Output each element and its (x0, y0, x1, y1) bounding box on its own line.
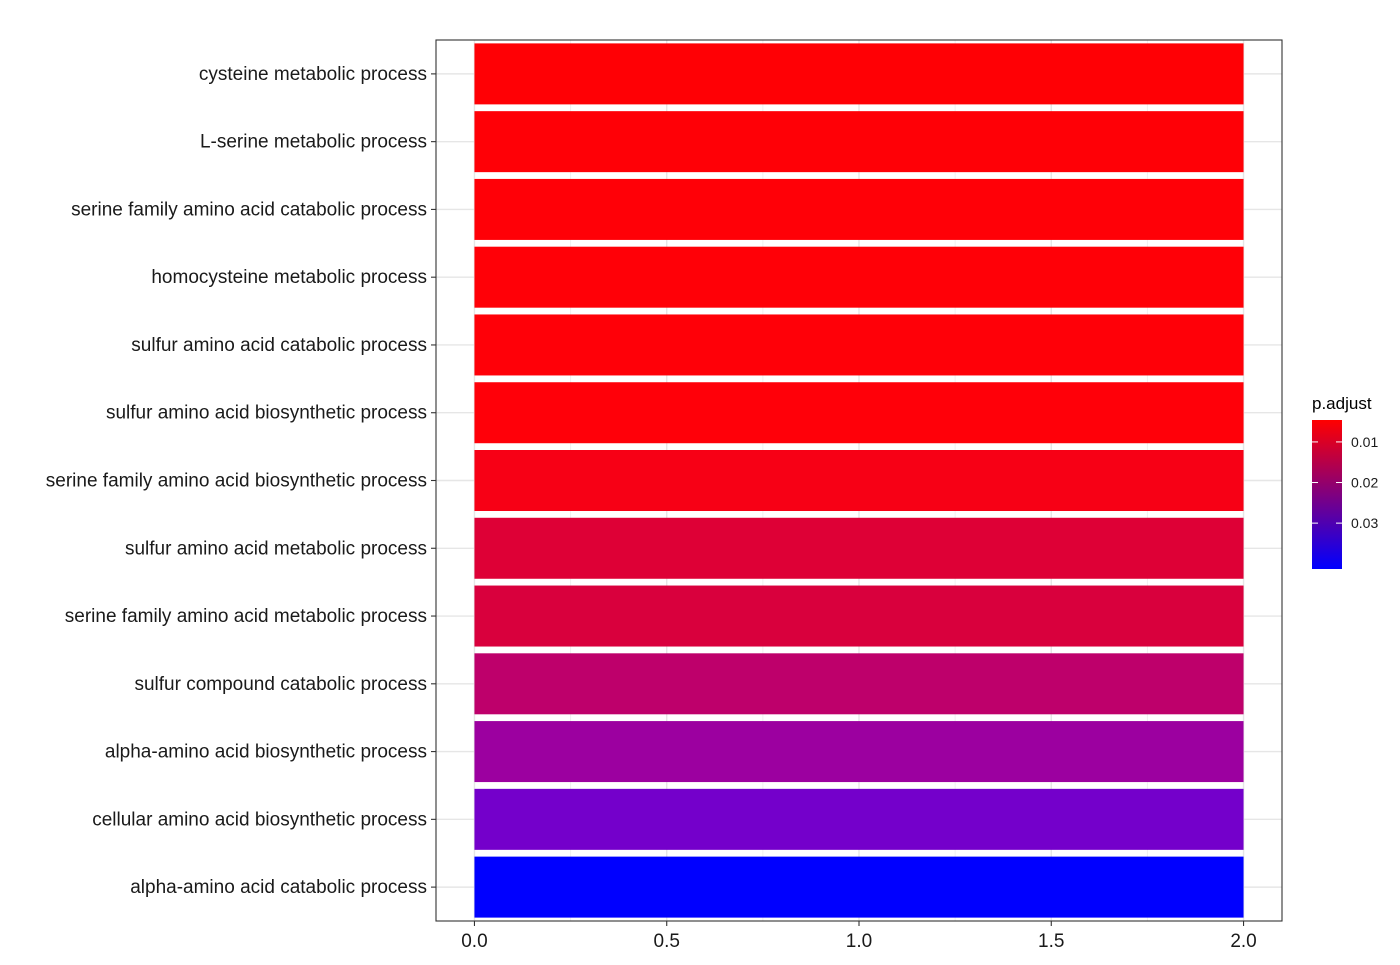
bar (474, 856, 1244, 918)
y-tick-label: alpha-amino acid biosynthetic process (105, 742, 427, 763)
y-tick-label: sulfur amino acid catabolic process (131, 335, 427, 356)
bar (474, 788, 1244, 850)
y-tick-label: cellular amino acid biosynthetic process (92, 809, 427, 830)
bar (474, 111, 1244, 173)
y-tick-label: serine family amino acid metabolic proce… (65, 606, 427, 627)
bar (474, 314, 1244, 376)
y-tick-label: alpha-amino acid catabolic process (130, 877, 427, 898)
bar (474, 517, 1244, 579)
y-tick-label: homocysteine metabolic process (151, 267, 427, 288)
bar (474, 721, 1244, 783)
x-tick-label: 0.5 (654, 931, 680, 952)
y-axis: cysteine metabolic process L-serine metab… (46, 64, 436, 898)
y-tick-label: L-serine metabolic process (200, 132, 427, 153)
bar (474, 246, 1244, 308)
legend-tick-label: 0.01 (1351, 434, 1378, 450)
legend: p.adjust 0.01 0.02 0.03 (1312, 394, 1378, 569)
bar (474, 43, 1244, 105)
legend-colorbar (1312, 420, 1342, 569)
y-tick-label: serine family amino acid catabolic proce… (71, 199, 427, 220)
y-tick-label: sulfur compound catabolic process (134, 674, 427, 695)
x-tick-label: 2.0 (1230, 931, 1256, 952)
y-tick-label: cysteine metabolic process (199, 64, 427, 85)
legend-tick-label: 0.03 (1351, 515, 1378, 531)
x-tick-label: 1.0 (846, 931, 872, 952)
y-tick-label: sulfur amino acid biosynthetic process (106, 403, 427, 424)
bars (474, 43, 1244, 918)
bar (474, 585, 1244, 647)
bar (474, 450, 1244, 511)
legend-title: p.adjust (1312, 394, 1372, 413)
bar (474, 653, 1244, 715)
y-tick-label: serine family amino acid biosynthetic pr… (46, 471, 427, 492)
bar (474, 178, 1244, 240)
x-tick-label: 1.5 (1038, 931, 1064, 952)
legend-tick-label: 0.02 (1351, 475, 1378, 491)
x-axis: 0.0 0.5 1.0 1.5 2.0 (461, 921, 1257, 952)
y-tick-label: sulfur amino acid metabolic process (125, 538, 427, 559)
x-tick-label: 0.0 (461, 931, 487, 952)
bar (474, 382, 1244, 444)
legend-ticks: 0.01 0.02 0.03 (1312, 434, 1378, 531)
